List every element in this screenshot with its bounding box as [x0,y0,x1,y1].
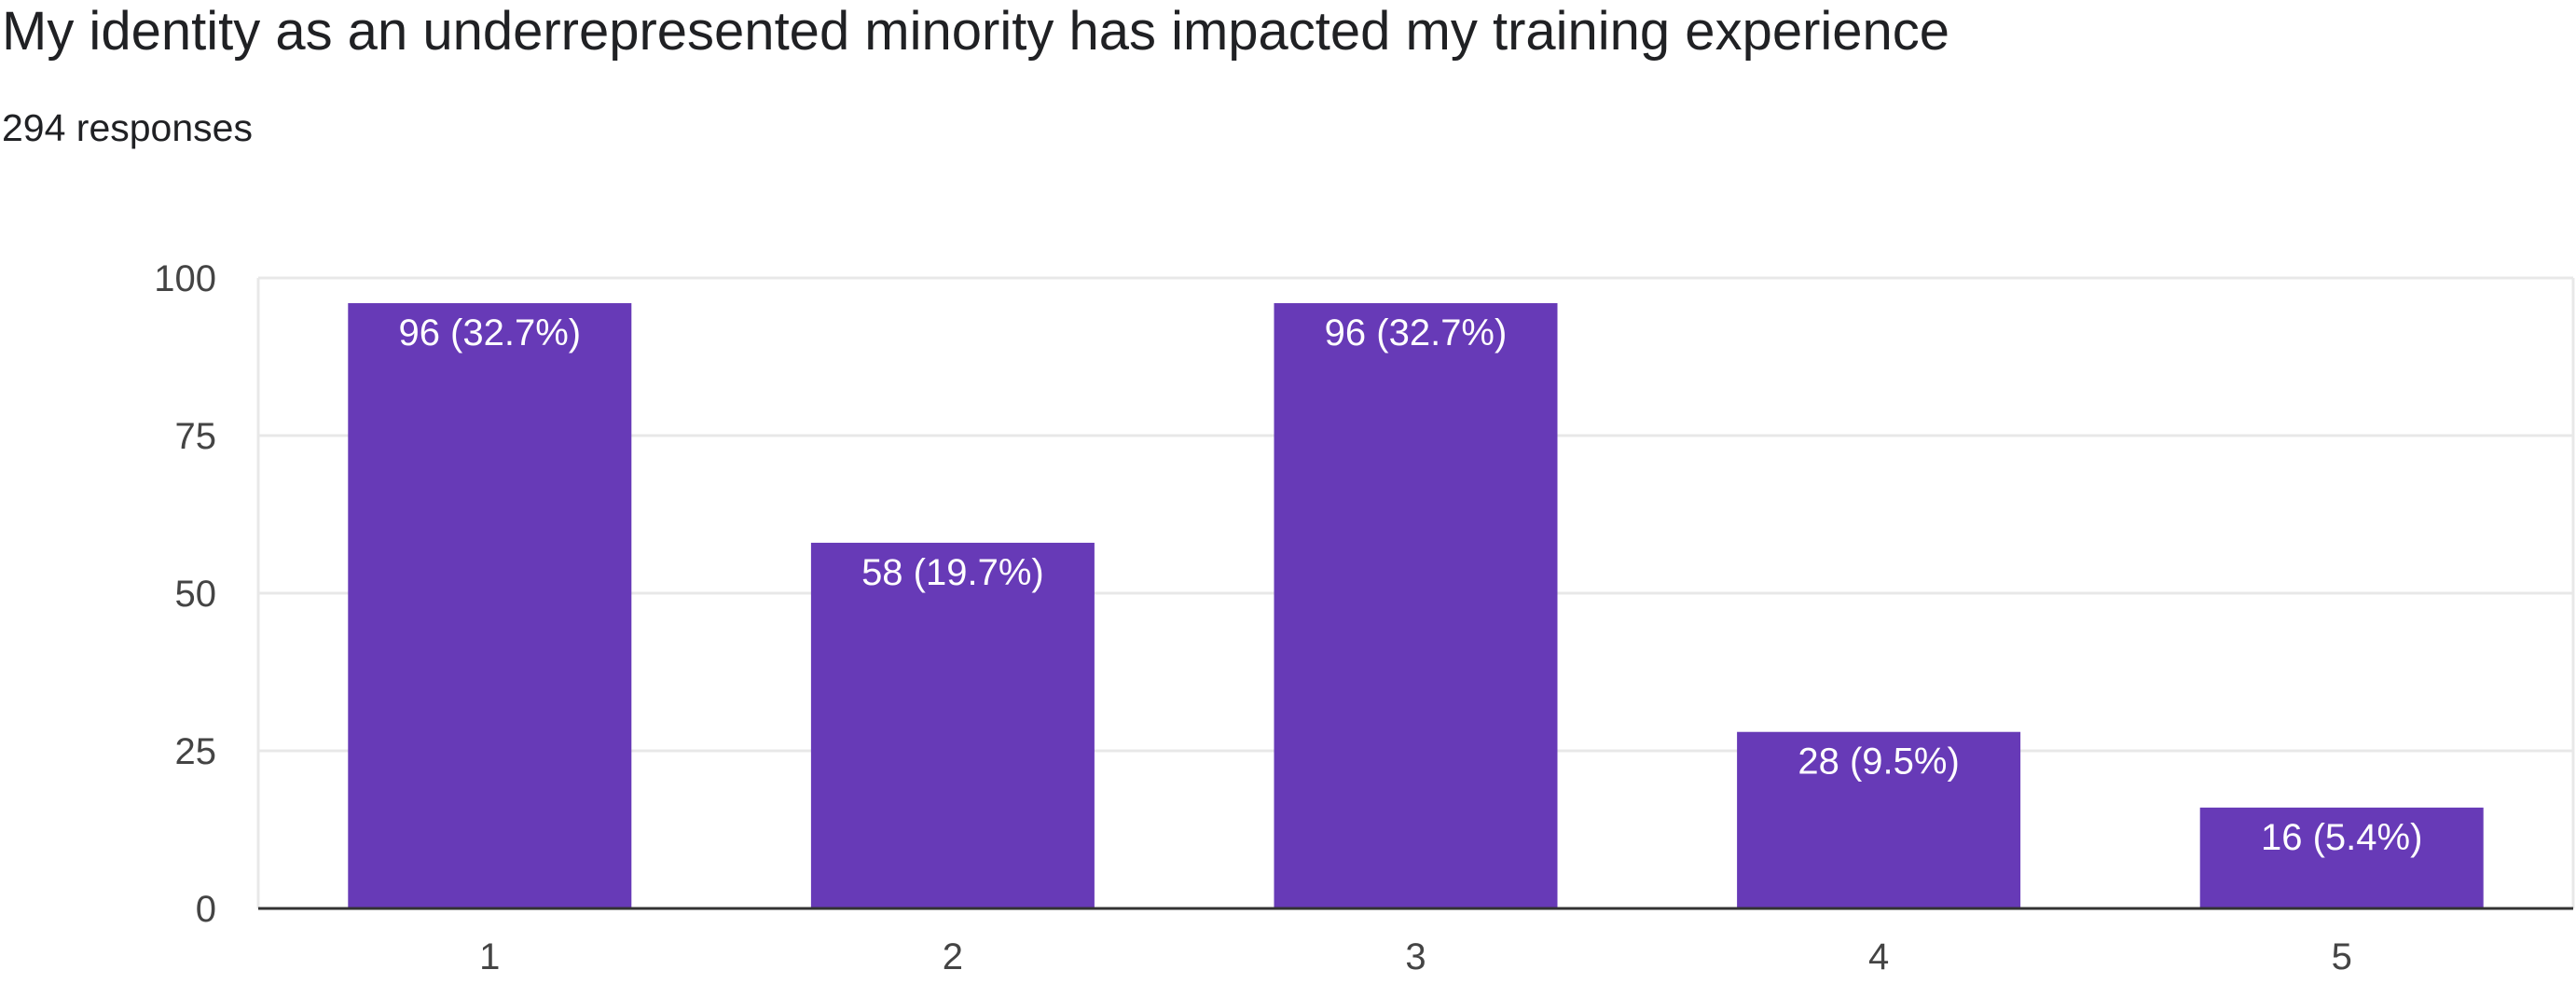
bar-data-labels: 96 (32.7%) 58 (19.7%) 96 (32.7%) 28 (9.5%) 1… [398,312,2422,858]
response-count: 294 responses [2,106,253,149]
x-tick-label: 2 [943,936,963,977]
bar [348,303,632,908]
bars [348,303,2484,908]
y-tick-label: 25 [175,731,217,772]
y-tick-label: 0 [196,889,216,930]
bar [1274,303,1558,908]
y-tick-label: 50 [175,574,217,615]
bar [1737,731,2021,908]
x-tick-label: 5 [2332,936,2352,977]
bar-data-label: 96 (32.7%) [398,312,581,353]
axes: 0 25 50 75 100 1 2 3 4 5 [154,258,2573,977]
bar [2199,807,2484,908]
bar-data-label: 16 (5.4%) [2261,817,2422,858]
x-tick-label: 1 [479,936,500,977]
x-tick-label: 3 [1405,936,1426,977]
bar-data-label: 28 (9.5%) [1798,741,1959,783]
y-tick-label: 100 [154,258,216,299]
bar-data-label: 58 (19.7%) [861,552,1044,593]
y-tick-label: 75 [175,416,217,457]
chart-title: My identity as an underrepresented minor… [2,1,1950,62]
bar-data-label: 96 (32.7%) [1325,312,1508,353]
bar [810,542,1095,908]
x-tick-label: 4 [1868,936,1889,977]
